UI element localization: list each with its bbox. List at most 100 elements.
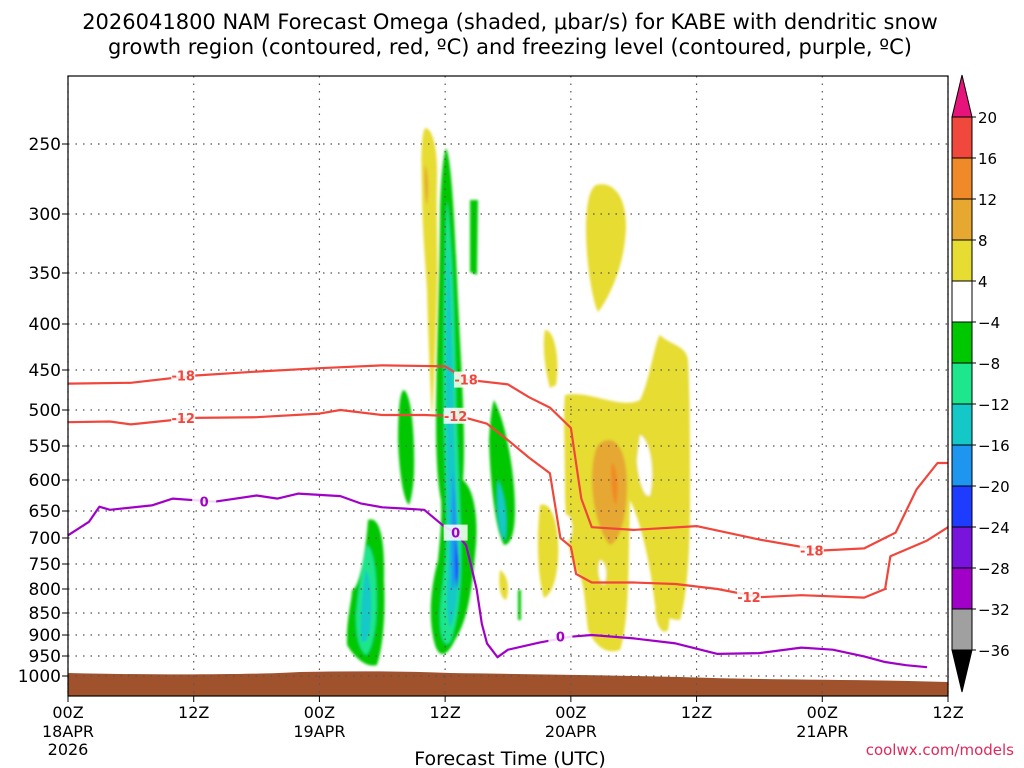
x-tick-label-48-l1: 00Z: [555, 703, 586, 722]
colorbar-label-13: −36: [978, 642, 1010, 660]
colorbar: 20 16 12 8 4 −4 −8 −12 −16 −20 −24 −28 −32 −36: [951, 74, 1010, 693]
y-tick-label-550: 550: [29, 437, 61, 457]
colorbar-bin-6: [951, 362, 973, 405]
minus-18-isotherm-label-bg-0: [171, 367, 196, 384]
plot-area: [68, 76, 948, 696]
colorbar-bin-3: [951, 239, 973, 282]
y-tick-label-350: 350: [29, 264, 61, 284]
chart-title-line-2: growth region (contoured, red, ºC) and f…: [108, 35, 912, 59]
axes: 2503003504004505005506006507007508008509…: [18, 135, 964, 759]
y-tick-label-600: 600: [29, 471, 61, 491]
minus-18-isotherm-label-2: -18: [800, 544, 824, 559]
x-tick-label-72-l2: 21APR: [796, 722, 848, 741]
minus-12-isotherm-label-0: -12: [171, 412, 195, 427]
minus-12-isotherm-label-bg-1: [443, 407, 468, 424]
freezing-level-0-label-bg-0: [192, 493, 217, 510]
omega-shade-yellow-mid-20apr: [543, 330, 558, 388]
minus-12-isotherm-label-2: -12: [737, 591, 761, 606]
x-tick-label-84-l1: 12Z: [932, 703, 963, 722]
omega-shade-yellow-upper-20apr: [586, 184, 626, 312]
y-tick-label-500: 500: [29, 401, 61, 421]
minus-12-isotherm-label-1: -12: [444, 410, 468, 425]
y-tick-label-800: 800: [29, 580, 61, 600]
omega-shade-orange-upper-core: [424, 165, 429, 205]
colorbar-over-triangle: [951, 74, 973, 118]
x-tick-label-48-l2: 20APR: [545, 722, 597, 741]
colorbar-label-3: 8: [978, 232, 988, 250]
colorbar-bin-12: [951, 608, 973, 651]
omega-shade-hole-1: [637, 435, 652, 496]
omega-shade-teal-lower-right: [497, 480, 507, 540]
y-tick-label-1000: 1000: [18, 667, 61, 687]
x-tick-label-0-l3: 2026: [48, 740, 89, 759]
y-tick-label-650: 650: [29, 502, 61, 522]
colorbar-label-4: 4: [978, 273, 988, 291]
x-tick-label-60-l1: 12Z: [681, 703, 712, 722]
colorbar-bin-8: [951, 444, 973, 487]
omega-shade-orange-20apr: [592, 440, 628, 545]
omega-shade-green-side-left: [398, 390, 415, 505]
contour-lines: -18 -18 -18 -12 -12 -12 0 0 0: [67, 364, 949, 669]
omega-shade-yellow-main-20apr: [564, 335, 690, 652]
colorbar-bin-2: [951, 198, 973, 241]
colorbar-label-5: −4: [978, 314, 1000, 332]
colorbar-label-11: −28: [978, 560, 1010, 578]
omega-shade-orange-core-20apr: [611, 462, 618, 505]
omega-shade-yellow-upper-core: [421, 128, 438, 420]
x-tick-label-24-l1: 00Z: [304, 703, 335, 722]
x-tick-label-72-l1: 00Z: [807, 703, 838, 722]
colorbar-bin-7: [951, 403, 973, 446]
credit-text: coolwx.com/models: [866, 741, 1014, 759]
colorbar-bin-4: [951, 280, 973, 323]
colorbar-bin-9: [951, 485, 973, 528]
colorbar-bin-11: [951, 567, 973, 610]
plot-frame: [67, 75, 949, 697]
freezing-level-0-label-0: 0: [200, 496, 209, 511]
y-tick-label-250: 250: [29, 135, 61, 155]
y-tick-label-900: 900: [29, 626, 61, 646]
colorbar-under-triangle: [951, 649, 973, 693]
colorbar-bin-0: [951, 116, 973, 159]
y-tick-label-750: 750: [29, 555, 61, 575]
minus-12-isotherm-line: [67, 408, 949, 599]
omega-shade-green-thin-sliver: [518, 590, 521, 620]
omega-shade-cyan-early: [360, 570, 372, 642]
chart-title-line-1: 2026041800 NAM Forecast Omega (shaded, μ…: [82, 10, 938, 34]
freezing-level-0-label-bg-2: [548, 628, 573, 645]
omega-shade-hole-3: [598, 560, 607, 585]
minus-18-isotherm-label-0: -18: [171, 370, 195, 385]
y-tick-label-850: 850: [29, 604, 61, 624]
freezing-level-0-label-1: 0: [451, 527, 460, 542]
minus-12-isotherm-label-bg-2: [736, 589, 761, 606]
colorbar-label-12: −32: [978, 601, 1010, 619]
colorbar-label-10: −24: [978, 519, 1010, 537]
x-tick-label-24-l2: 19APR: [293, 722, 345, 741]
x-tick-label-0-l2: 18APR: [42, 722, 94, 741]
colorbar-label-0: 20: [978, 109, 997, 127]
colorbar-label-8: −16: [978, 437, 1010, 455]
y-tick-label-950: 950: [29, 647, 61, 667]
colorbar-bin-10: [951, 526, 973, 569]
freezing-level-0-label-bg-1: [443, 524, 468, 541]
terrain-surface: [68, 671, 948, 696]
x-tick-label-12-l1: 12Z: [178, 703, 209, 722]
omega-shade-yellow-lower-left-20apr: [537, 504, 559, 598]
x-axis-label: Forecast Time (UTC): [414, 748, 605, 768]
omega-shade-dark-blue-core: [455, 540, 459, 590]
colorbar-bin-1: [951, 157, 973, 200]
x-tick-label-0-l1: 00Z: [52, 703, 83, 722]
minus-12-isotherm-label-bg-0: [171, 409, 196, 426]
y-tick-label-450: 450: [29, 361, 61, 381]
colorbar-bin-5: [951, 321, 973, 364]
colorbar-label-1: 16: [978, 150, 997, 168]
minus-18-isotherm-label-bg-1: [454, 371, 479, 388]
y-tick-label-700: 700: [29, 529, 61, 549]
omega-shade-yellow-far-20apr: [655, 590, 670, 632]
minus-18-isotherm-label-1: -18: [454, 374, 478, 389]
minus-18-isotherm-line: [67, 364, 948, 552]
colorbar-label-2: 12: [978, 191, 997, 209]
x-tick-label-36-l1: 12Z: [429, 703, 460, 722]
colorbar-label-7: −12: [978, 396, 1010, 414]
omega-shade-yellow-small-20apr: [499, 570, 508, 600]
